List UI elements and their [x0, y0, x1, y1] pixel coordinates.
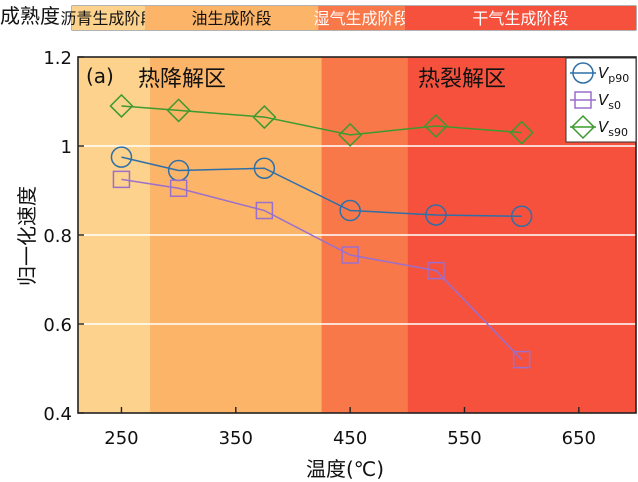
- point-p90-2: [253, 157, 276, 179]
- maturity-stage-2: [318, 6, 405, 30]
- maturity-stage-label-2: 湿气生成阶段: [314, 9, 410, 28]
- y-tick-label-1: 0.6: [43, 315, 72, 336]
- maturity-label: 成熟度: [0, 4, 60, 28]
- series-layer: [109, 93, 534, 369]
- legend: Vp90 Vs0 Vs90: [565, 57, 637, 143]
- panel-label: (a): [86, 64, 114, 88]
- x-tick-label-1: 350: [219, 428, 253, 449]
- point-s90-1: [166, 98, 191, 123]
- maturity-stage-label-3: 干气生成阶段: [472, 9, 568, 28]
- maturity-stage-label-0: 沥青生成阶段: [60, 9, 156, 28]
- maturity-stage-0: [72, 6, 145, 30]
- point-s0-0: [112, 170, 131, 189]
- zone-label-degradation: 热降解区: [138, 67, 226, 92]
- y-axis-label: 归一化速度: [15, 186, 39, 286]
- legend-label-s0: Vs0: [598, 91, 621, 112]
- point-s90-5: [509, 120, 534, 145]
- legend-marker-s0: [574, 91, 592, 109]
- legend-marker-s90: [570, 114, 596, 140]
- series-s90: [109, 93, 534, 147]
- legend-label-s90: Vs90: [598, 118, 628, 139]
- maturity-stage-label-1: 油生成阶段: [191, 9, 271, 28]
- point-s0-2: [255, 201, 274, 220]
- x-axis-label: 温度(℃): [306, 457, 384, 481]
- maturity-band: 成熟度 沥青生成阶段 油生成阶段 湿气生成阶段 干气生成阶段: [0, 4, 637, 31]
- y-tick-label-3: 1: [61, 137, 72, 158]
- y-tick-label-2: 0.8: [43, 226, 72, 247]
- point-p90-0: [110, 146, 133, 168]
- x-tick-label-3: 550: [447, 428, 481, 449]
- maturity-stage-1: [144, 6, 319, 30]
- x-tick-label-0: 250: [104, 428, 138, 449]
- point-p90-4: [425, 204, 447, 226]
- point-s0-1: [169, 179, 188, 198]
- y-tick-label-4: 1.2: [43, 48, 72, 69]
- point-p90-3: [339, 199, 361, 222]
- x-tick-label-4: 650: [562, 428, 596, 449]
- y-tick-label-0: 0.4: [43, 404, 72, 425]
- legend-label-p90: Vp90: [598, 64, 629, 85]
- x-tick-label-2: 450: [333, 428, 367, 449]
- point-s90-0: [109, 93, 134, 119]
- point-s90-2: [252, 105, 277, 130]
- point-s0-4: [427, 261, 445, 280]
- legend-marker-p90: [572, 62, 594, 84]
- point-s0-3: [341, 246, 359, 264]
- axis-ticks: 250 350 450 550 650 0.4 0.6 0.8 1 1.2: [43, 48, 596, 449]
- series-line-s0: [121, 178, 523, 361]
- series-s0: [112, 170, 531, 369]
- maturity-stage-3: [404, 6, 636, 30]
- zone-label-cracking: 热裂解区: [418, 67, 506, 92]
- point-s90-4: [423, 113, 448, 139]
- series-p90: [110, 146, 533, 228]
- gridlines: [78, 145, 636, 325]
- point-s0-5: [512, 350, 531, 369]
- point-s90-3: [338, 122, 363, 147]
- point-p90-5: [510, 205, 533, 228]
